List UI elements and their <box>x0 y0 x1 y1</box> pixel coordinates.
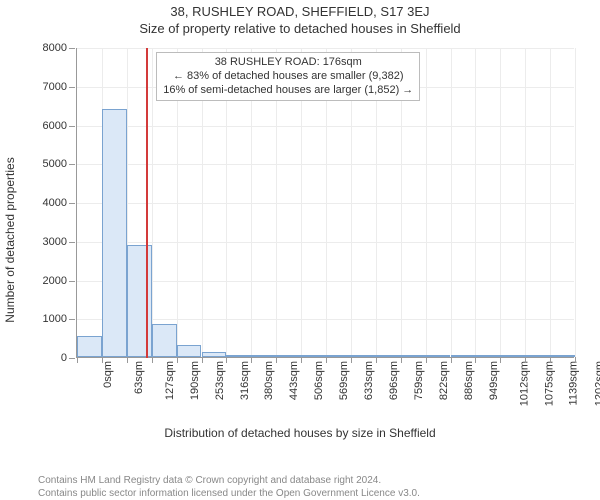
y-tick-label: 4000 <box>43 197 77 209</box>
histogram-bar <box>475 355 500 357</box>
histogram-bar <box>276 355 301 357</box>
gridline-v <box>575 48 576 357</box>
y-tick-label: 0 <box>61 352 77 364</box>
x-tick-label: 63sqm <box>133 361 145 394</box>
x-axis-label: Distribution of detached houses by size … <box>164 426 435 440</box>
histogram-bar <box>525 355 550 357</box>
x-tick <box>525 357 526 363</box>
x-tick-label: 949sqm <box>488 361 500 400</box>
x-tick-label: 569sqm <box>338 361 350 400</box>
histogram-bar <box>251 355 276 357</box>
x-tick <box>475 357 476 363</box>
x-tick <box>226 357 227 363</box>
y-tick-label: 8000 <box>43 42 77 54</box>
histogram-bar <box>326 355 351 357</box>
footer-attribution: Contains HM Land Registry data © Crown c… <box>38 475 420 500</box>
x-tick <box>77 357 78 363</box>
plot-area: 0100020003000400050006000700080000sqm63s… <box>76 48 574 358</box>
x-tick-label: 696sqm <box>388 361 400 400</box>
footer-line-2: Contains public sector information licen… <box>38 488 420 500</box>
annotation-box: 38 RUSHLEY ROAD: 176sqm← 83% of detached… <box>156 52 420 101</box>
y-tick-label: 2000 <box>43 275 77 287</box>
x-tick <box>451 357 452 363</box>
gridline-v <box>475 48 476 357</box>
x-tick-label: 822sqm <box>438 361 450 400</box>
histogram-bar <box>401 355 426 357</box>
histogram-bar <box>451 355 476 357</box>
x-tick-label: 633sqm <box>363 361 375 400</box>
annotation-line: 38 RUSHLEY ROAD: 176sqm <box>163 56 413 70</box>
x-tick <box>326 357 327 363</box>
y-axis-label: Number of detached properties <box>3 157 17 322</box>
x-tick-label: 886sqm <box>463 361 475 400</box>
x-tick <box>276 357 277 363</box>
x-tick-label: 0sqm <box>102 361 114 388</box>
histogram-bar <box>202 352 227 357</box>
x-tick <box>202 357 203 363</box>
gridline-v <box>426 48 427 357</box>
chart-container: Number of detached properties 0100020003… <box>18 42 582 438</box>
annotation-line: ← 83% of detached houses are smaller (9,… <box>163 70 413 84</box>
x-tick <box>401 357 402 363</box>
annotation-line: 16% of semi-detached houses are larger (… <box>163 84 413 98</box>
y-tick-label: 1000 <box>43 313 77 325</box>
histogram-bar <box>376 355 401 357</box>
x-tick-label: 506sqm <box>313 361 325 400</box>
x-tick-label: 1075sqm <box>544 361 556 406</box>
title-block: 38, RUSHLEY ROAD, SHEFFIELD, S17 3EJ Siz… <box>0 0 600 38</box>
x-tick <box>376 357 377 363</box>
histogram-bar <box>102 109 127 357</box>
x-tick <box>575 357 576 363</box>
x-tick-label: 1202sqm <box>593 361 600 406</box>
y-tick-label: 3000 <box>43 236 77 248</box>
title-address: 38, RUSHLEY ROAD, SHEFFIELD, S17 3EJ <box>0 4 600 21</box>
x-tick-label: 380sqm <box>264 361 276 400</box>
histogram-bar <box>152 324 177 357</box>
x-tick <box>127 357 128 363</box>
x-tick-label: 1139sqm <box>568 361 580 405</box>
x-tick <box>426 357 427 363</box>
y-tick-label: 7000 <box>43 81 77 93</box>
x-tick <box>301 357 302 363</box>
footer-line-1: Contains HM Land Registry data © Crown c… <box>38 475 420 488</box>
x-tick <box>177 357 178 363</box>
histogram-bar <box>177 345 202 357</box>
x-tick-label: 443sqm <box>288 361 300 400</box>
histogram-bar <box>301 355 326 357</box>
y-tick-label: 6000 <box>43 120 77 132</box>
x-tick-label: 759sqm <box>413 361 425 400</box>
y-tick-label: 5000 <box>43 158 77 170</box>
histogram-bar <box>426 355 451 357</box>
x-tick-label: 1012sqm <box>519 361 531 406</box>
x-tick <box>152 357 153 363</box>
gridline-v <box>152 48 153 357</box>
reference-line <box>146 48 148 358</box>
x-tick-label: 316sqm <box>239 361 251 400</box>
x-tick-label: 190sqm <box>189 361 201 400</box>
x-tick <box>500 357 501 363</box>
x-tick-label: 127sqm <box>164 361 176 400</box>
gridline-v <box>451 48 452 357</box>
x-tick <box>251 357 252 363</box>
x-tick <box>351 357 352 363</box>
gridline-v <box>500 48 501 357</box>
histogram-bar <box>351 355 376 357</box>
histogram-bar <box>500 355 525 357</box>
gridline-v <box>550 48 551 357</box>
x-tick <box>550 357 551 363</box>
histogram-bar <box>77 336 102 357</box>
gridline-v <box>525 48 526 357</box>
title-description: Size of property relative to detached ho… <box>0 21 600 38</box>
histogram-bar <box>226 355 251 357</box>
x-tick <box>102 357 103 363</box>
x-tick-label: 253sqm <box>214 361 226 400</box>
histogram-bar <box>550 355 575 357</box>
